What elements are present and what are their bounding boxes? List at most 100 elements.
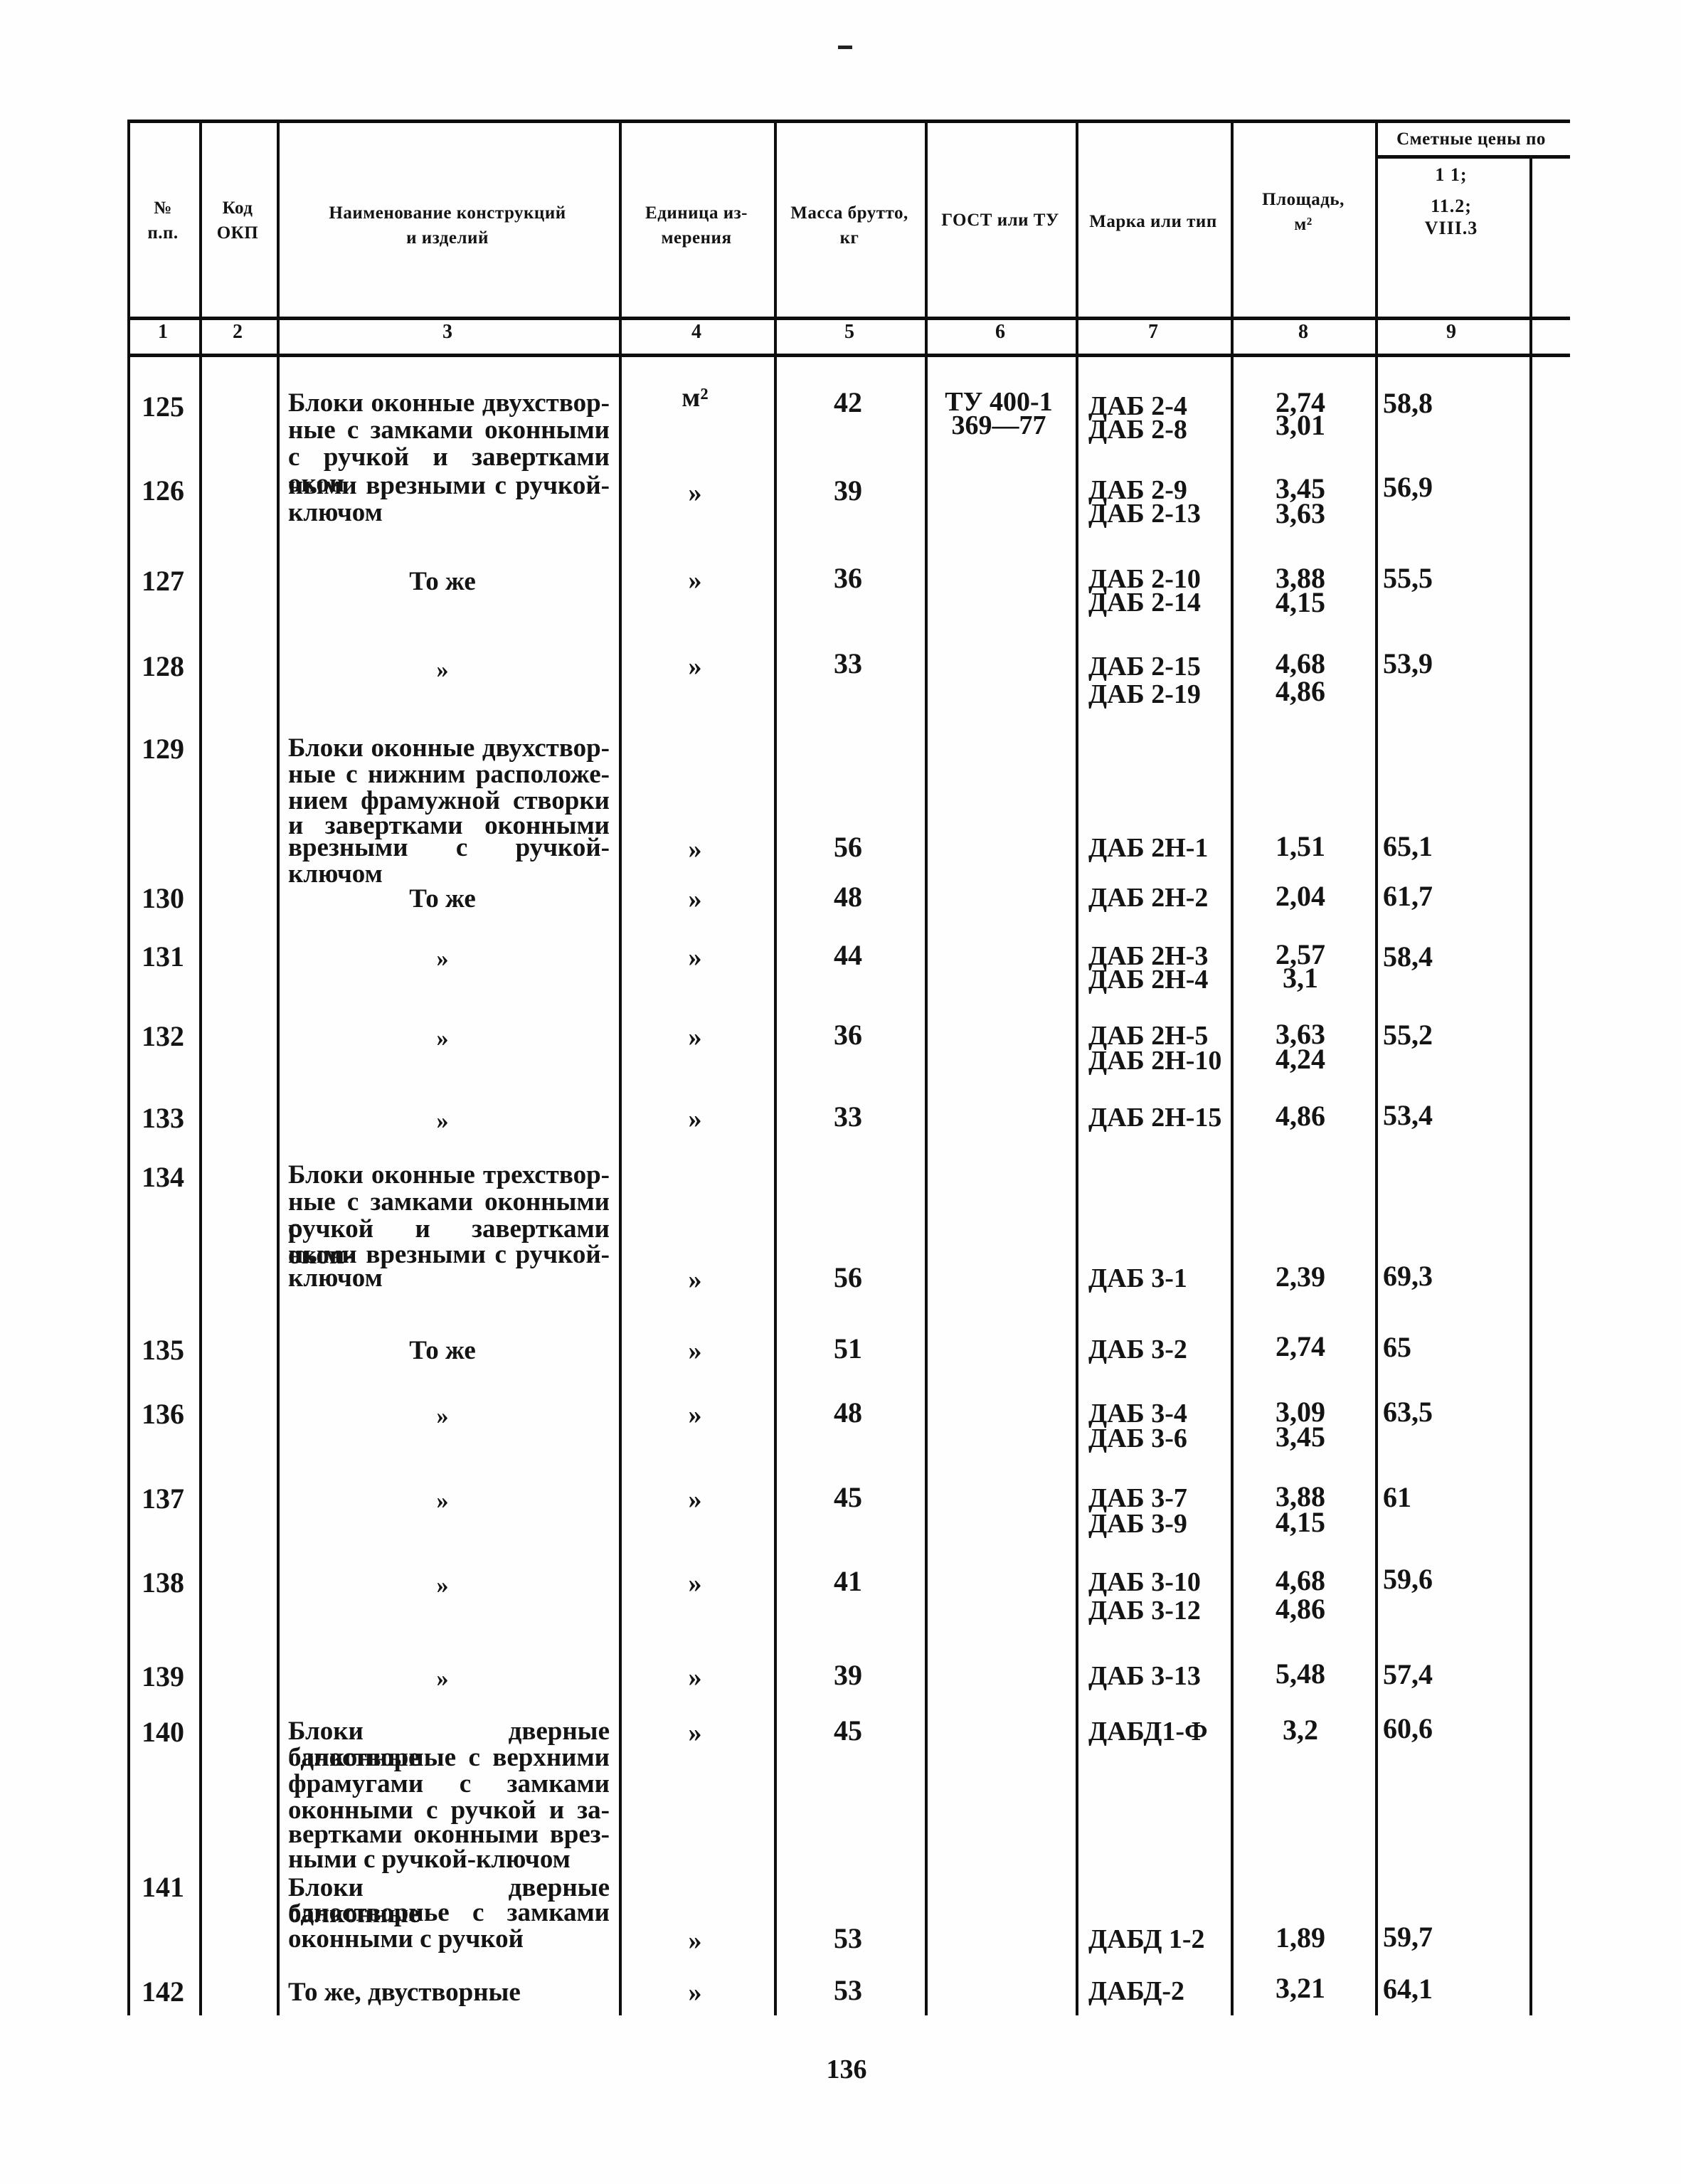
area-line: 3,45 [1276,1421,1325,1453]
mark-line: ДАБД-2 [1088,1976,1185,2006]
grid-vline-9 [1529,155,1532,2015]
area-line: 3,63 [1276,1018,1325,1050]
unit-cell: » [688,1978,702,2008]
area-line: 2,04 [1276,880,1325,912]
name-line: и завертками оконными [288,811,610,840]
mark-line: ДАБ 2-13 [1088,499,1201,529]
area-line: 4,15 [1276,1506,1325,1538]
name-line: нием фрамужной створки [288,786,610,815]
name-line: То же, двустворные [288,1978,521,2007]
mark-line: ДАБД1-Ф [1088,1717,1208,1746]
name-line: Блоки оконные двухствор- [288,388,610,418]
col-number-3: 3 [442,321,452,343]
header-mark: Марка или тип [1089,212,1217,231]
mass-cell: 53 [834,1922,862,1954]
unit-cell: » [688,1485,702,1515]
mark-line: ДАБ 2-10 [1088,564,1201,594]
price-cell: 61,7 [1383,880,1433,912]
mass-cell: 51 [834,1332,862,1364]
price-cell: 58,8 [1383,387,1433,419]
header-unit-line2: мерения [661,228,732,248]
mass-cell: 33 [834,1101,862,1133]
mass-cell: 42 [834,386,862,418]
mark-line: ДАБ 3-12 [1088,1596,1201,1626]
mass-cell: 39 [834,1659,862,1691]
row-number: 130 [142,882,184,914]
mark-line: ДАБ 3-7 [1088,1483,1187,1513]
unit-cell: » [688,943,702,972]
col-number-5: 5 [844,321,854,343]
unit-cell: м² [682,383,709,413]
unit-cell: » [688,1336,702,1366]
unit-cell: » [688,478,702,508]
mass-cell: 56 [834,831,862,863]
unit-cell: » [688,566,702,595]
price-cell: 55,5 [1383,562,1433,594]
price-cell: 59,7 [1383,1921,1433,1953]
unit-cell: » [688,1663,702,1692]
header-prices-sub2: 11.2; [1431,196,1472,216]
area-line: 4,68 [1276,647,1325,679]
name-line: ключом [288,498,383,527]
name-line: ными врезными с ручкой- [288,1240,610,1269]
area-line: 4,86 [1276,1593,1325,1625]
name-line: » [436,657,449,683]
name-line: » [436,1108,449,1134]
name-line: врезными с ручкой-ключом [288,833,610,889]
header-mass-line1: Масса брутто, [790,203,908,223]
area-line: 2,39 [1276,1261,1325,1293]
header-okp-line2: ОКП [216,223,259,243]
mark-line: ДАБ 2-9 [1088,475,1187,505]
price-cell: 64,1 [1383,1973,1433,2005]
name-line: ные с нижним расположе- [288,760,610,789]
row-number: 129 [142,733,184,765]
price-cell: 53,4 [1383,1099,1433,1131]
price-cell: 53,9 [1383,647,1433,679]
header-area-line1: Площадь, [1262,190,1345,209]
header-num-line2: п.п. [147,223,179,243]
mass-cell: 39 [834,475,862,507]
unit-cell: » [688,1400,702,1430]
row-number: 139 [142,1660,184,1692]
name-line: Блоки оконные трехствор- [288,1160,610,1189]
mass-cell: 53 [834,1974,862,2006]
row-number: 125 [142,391,184,423]
header-area-line2: м² [1294,215,1313,234]
header-mass-line2: кг [839,228,859,248]
price-cell: 69,3 [1383,1260,1433,1292]
name-line: » [436,945,449,972]
col-number-8: 8 [1298,321,1308,343]
mark-line: ДАБ 3-1 [1088,1263,1187,1293]
row-number: 128 [142,650,184,682]
name-line: ключом [288,1263,383,1293]
name-line: То же [409,884,476,913]
grid-hline-header-bottom [127,317,1570,320]
name-line: ные с замками оконными [288,415,610,445]
area-line: 3,01 [1276,409,1325,441]
row-number: 126 [142,475,184,507]
unit-cell: » [688,1104,702,1134]
name-line: ручкой и завертками окон- [288,1214,610,1270]
grid-hline-colnums-bottom [127,354,1570,357]
mass-cell: 45 [834,1481,862,1513]
unit-cell: » [688,884,702,914]
mark-line: ДАБ 2-19 [1088,679,1201,709]
area-line: 4,86 [1276,1100,1325,1132]
price-cell: 57,4 [1383,1658,1433,1690]
row-number: 141 [142,1871,184,1903]
name-line: » [436,1665,449,1692]
name-line: одностворнье с замками [288,1898,610,1927]
row-number: 137 [142,1483,184,1515]
mass-cell: 44 [834,939,862,971]
price-cell: 63,5 [1383,1396,1433,1428]
col-number-2: 2 [233,321,243,343]
area-line: 3,21 [1276,1972,1325,2004]
mark-line: ДАБ 2Н-2 [1088,883,1209,913]
area-line: 4,15 [1276,586,1325,618]
header-name-line2: и изделий [406,228,489,248]
grid-vline-3 [619,120,622,2015]
area-line: 2,74 [1276,386,1325,418]
page-number: 136 [826,2055,867,2084]
row-number: 142 [142,1976,184,2008]
